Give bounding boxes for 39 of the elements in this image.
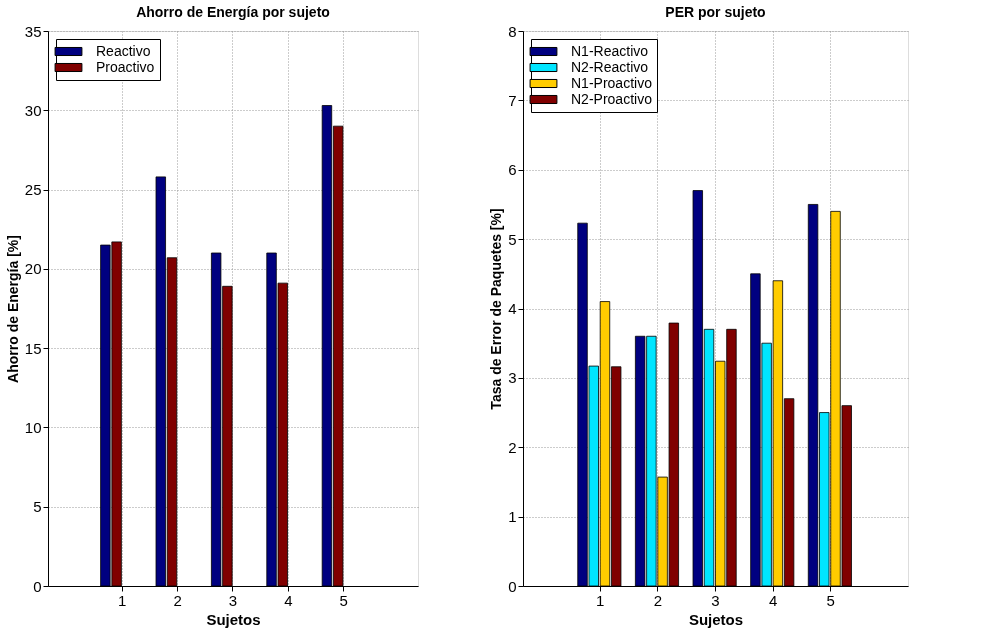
y-tick-label: 7	[508, 91, 517, 109]
y-tick-label: 2	[508, 438, 517, 456]
x-tick-label: 2	[173, 591, 182, 609]
y-tick-label: 35	[24, 22, 42, 40]
x-axis-title: Sujetos	[206, 610, 261, 628]
x-tick-label: 5	[339, 591, 348, 609]
x-tick-label: 3	[711, 591, 720, 609]
y-tick-label: 15	[24, 339, 42, 357]
y-axis-title: Ahorro de Energía [%]	[4, 235, 21, 383]
legend-label: N1-Reactivo	[571, 42, 649, 59]
y-tick-label: 8	[508, 22, 517, 40]
x-axis-title: Sujetos	[688, 610, 744, 628]
legend-label: N2-Proactivo	[571, 90, 653, 107]
x-tick-label: 2	[653, 591, 663, 609]
y-tick-label: 4	[508, 300, 517, 317]
x-tick-label: 3	[228, 591, 238, 609]
chart-title: Ahorro de Energía por sujeto	[136, 4, 330, 20]
y-axis-title: Tasa de Error de Paquetes [%]	[488, 208, 505, 410]
y-tick-label: 6	[508, 161, 517, 179]
x-tick-label: 1	[596, 591, 605, 609]
y-tick-label: 0	[508, 577, 517, 595]
legend-label: Reactivo	[96, 42, 151, 59]
y-tick-label: 10	[24, 418, 42, 436]
legend-label: N2-Reactivo	[571, 58, 649, 75]
y-tick-label: 1	[508, 508, 517, 526]
x-tick-label: 5	[826, 591, 835, 609]
y-tick-label: 30	[24, 101, 42, 119]
legend-label: N1-Proactivo	[571, 74, 653, 91]
x-tick-label: 1	[118, 591, 127, 609]
y-tick-label: 5	[508, 230, 517, 248]
y-tick-label: 3	[508, 369, 517, 387]
y-tick-label: 20	[24, 260, 42, 278]
y-tick-label: 0	[33, 577, 42, 595]
legend-label: Proactivo	[96, 58, 155, 75]
x-tick-label: 4	[284, 591, 293, 609]
y-tick-label: 25	[24, 181, 42, 199]
y-tick-label: 5	[33, 498, 42, 516]
x-tick-label: 4	[768, 591, 778, 609]
chart-title: PER por sujeto	[665, 4, 766, 20]
